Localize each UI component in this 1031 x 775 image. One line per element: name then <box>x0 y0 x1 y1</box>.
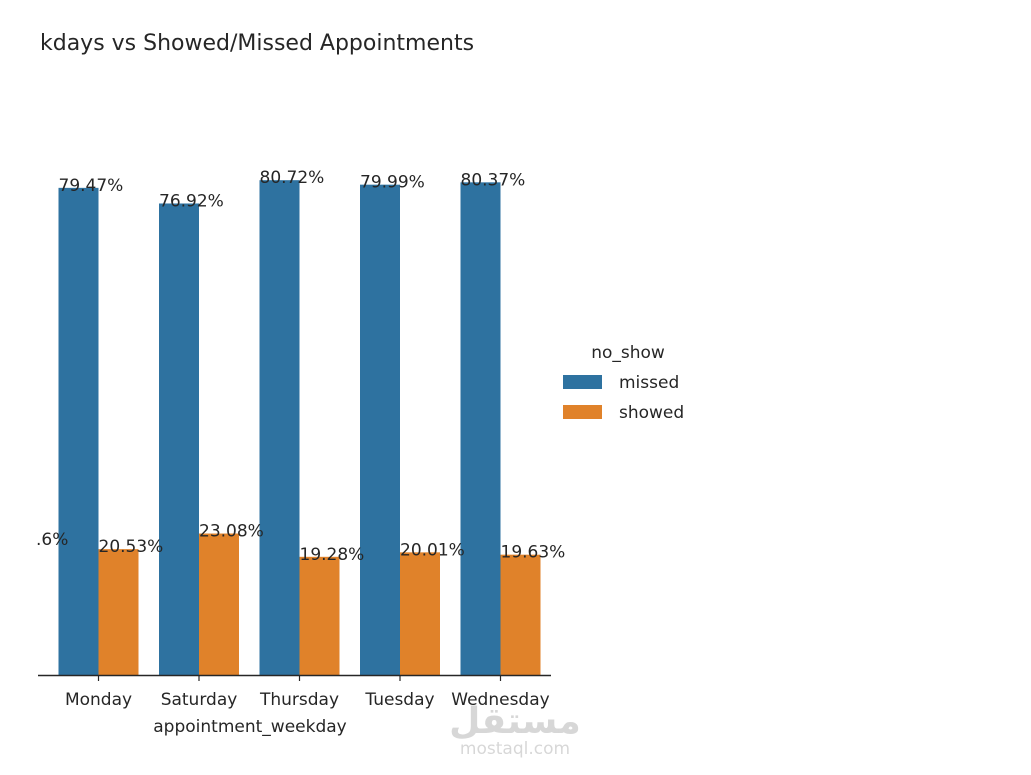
x-axis-ticks: Monday Saturday Thursday Tuesday Wednesday <box>65 675 550 710</box>
bar-showed-monday <box>98 549 139 675</box>
bar-showed-thursday <box>299 556 340 675</box>
value-label-missed-thursday: 80.72% <box>260 168 325 188</box>
bar-showed-tuesday <box>400 552 440 675</box>
value-label-showed-thursday: 19.28% <box>300 545 365 565</box>
x-axis-label: appointment_weekday <box>153 717 346 737</box>
value-label-showed-tuesday: 20.01% <box>400 540 465 560</box>
value-label-showed-saturday: 23.08% <box>199 522 264 542</box>
legend-title: no_show <box>591 343 665 363</box>
watermark-logo: مستقل mostaql.com <box>449 701 581 759</box>
bar-missed-wednesday <box>460 182 501 675</box>
bars-group <box>58 180 541 675</box>
clipped-annotation: .6% <box>36 530 68 550</box>
legend-swatch-showed <box>563 405 602 419</box>
value-label-missed-saturday: 76.92% <box>159 191 224 211</box>
bar-showed-wednesday <box>500 554 541 675</box>
legend: no_show missed showed <box>563 343 684 423</box>
legend-label-showed: showed <box>619 403 684 423</box>
bar-missed-saturday <box>159 203 199 675</box>
x-tick-label-wednesday: Wednesday <box>451 690 549 710</box>
x-tick-label-monday: Monday <box>65 690 132 710</box>
bar-missed-monday <box>58 187 99 675</box>
value-label-missed-tuesday: 79.99% <box>360 173 425 193</box>
legend-swatch-missed <box>563 375 602 389</box>
svg-text:مستقل: مستقل <box>449 701 581 742</box>
bar-missed-thursday <box>259 180 300 675</box>
value-label-showed-monday: 20.53% <box>99 537 164 557</box>
bar-missed-tuesday <box>360 184 400 675</box>
x-tick-label-thursday: Thursday <box>259 690 339 710</box>
value-label-missed-wednesday: 80.37% <box>461 170 526 190</box>
x-tick-label-tuesday: Tuesday <box>364 690 434 710</box>
value-labels: 79.47% 20.53% 76.92% 23.08% 80.72% 19.28% 79.9… <box>59 168 566 565</box>
legend-label-missed: missed <box>619 373 679 393</box>
bar-showed-saturday <box>199 533 239 675</box>
chart-title: kdays vs Showed/Missed Appointments <box>40 31 474 56</box>
x-tick-label-saturday: Saturday <box>161 690 238 710</box>
value-label-showed-wednesday: 19.63% <box>501 543 566 563</box>
svg-text:mostaql.com: mostaql.com <box>460 739 570 759</box>
value-label-missed-monday: 79.47% <box>59 176 124 196</box>
